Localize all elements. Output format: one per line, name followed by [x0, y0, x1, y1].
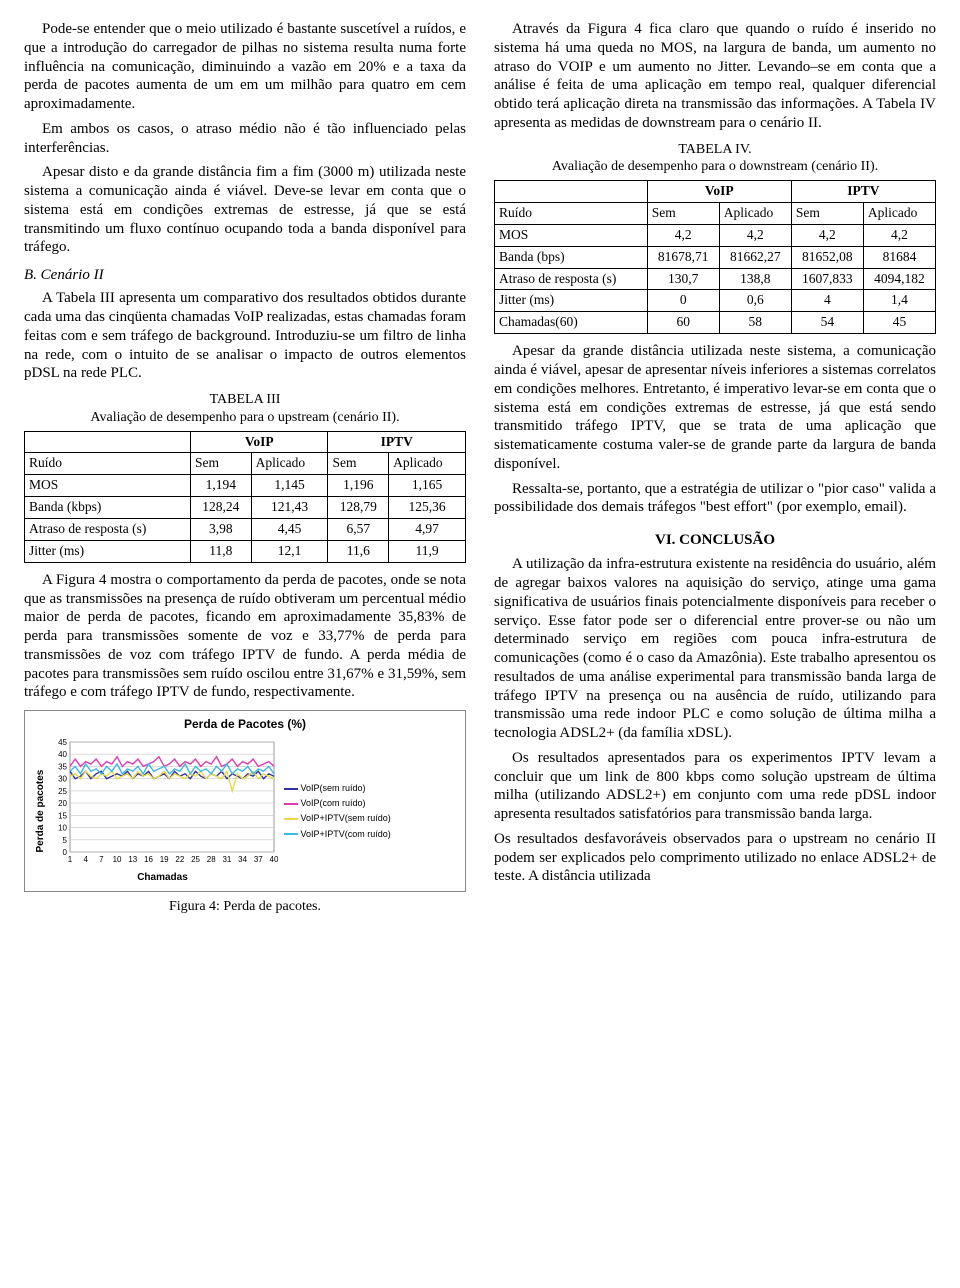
table-row: MOS 4,2 4,2 4,2 4,2	[495, 224, 936, 246]
table-row: Ruído Sem Aplicado Sem Aplicado	[25, 453, 466, 475]
svg-text:31: 31	[222, 855, 231, 864]
legend-item: VoIP(com ruído)	[284, 798, 391, 809]
legend-item: VoIP+IPTV(com ruído)	[284, 829, 391, 840]
table4-blank	[495, 181, 648, 203]
chart-plot-col: 0510152025303540451471013161922252831343…	[48, 738, 278, 885]
table3-h-apl2: Aplicado	[389, 453, 466, 475]
table4-h-sem: Sem	[647, 202, 719, 224]
chart-legend: VoIP(sem ruído) VoIP(com ruído) VoIP+IPTV(…	[278, 738, 391, 885]
svg-text:13: 13	[128, 855, 137, 864]
svg-text:20: 20	[58, 799, 67, 808]
para-right-5: Os resultados apresentados para os exper…	[494, 749, 936, 824]
table4-caption: TABELA IV. Avaliação de desempenho para …	[494, 141, 936, 176]
table3-h-sem: Sem	[191, 453, 252, 475]
legend-swatch	[284, 803, 298, 805]
table4-h-ruido: Ruído	[495, 202, 648, 224]
para-left-3: Apesar disto e da grande distância fim a…	[24, 163, 466, 257]
legend-swatch	[284, 833, 298, 835]
svg-text:10: 10	[58, 824, 67, 833]
table4: VoIP IPTV Ruído Sem Aplicado Sem Aplicad…	[494, 180, 936, 334]
table-row: MOS 1,194 1,145 1,196 1,165	[25, 475, 466, 497]
two-column-layout: Pode-se entender que o meio utilizado é …	[24, 20, 936, 915]
svg-text:25: 25	[191, 855, 200, 864]
para-left-1: Pode-se entender que o meio utilizado é …	[24, 20, 466, 114]
legend-label: VoIP+IPTV(com ruído)	[301, 829, 391, 840]
section-b-heading: B. Cenário II	[24, 266, 466, 285]
table3-h-ruido: Ruído	[25, 453, 191, 475]
table4-subtitle: Avaliação de desempenho para o downstrea…	[552, 159, 878, 174]
svg-text:1: 1	[67, 855, 72, 864]
svg-text:40: 40	[269, 855, 277, 864]
para-left-4: A Tabela III apresenta um comparativo do…	[24, 289, 466, 383]
table3-h-sem2: Sem	[328, 453, 389, 475]
svg-text:45: 45	[58, 738, 67, 747]
para-right-2: Apesar da grande distância utilizada nes…	[494, 342, 936, 473]
table3-group-iptv: IPTV	[328, 431, 466, 453]
legend-label: VoIP(com ruído)	[301, 798, 366, 809]
svg-text:40: 40	[58, 750, 67, 759]
table4-group-voip: VoIP	[647, 181, 791, 203]
chart-plot: 0510152025303540451471013161922252831343…	[48, 738, 278, 868]
legend-item: VoIP+IPTV(sem ruído)	[284, 813, 391, 824]
table-row: Banda (kbps) 128,24 121,43 128,79 125,36	[25, 497, 466, 519]
chart-ylabel: Perda de pacotes	[33, 738, 48, 885]
para-left-2: Em ambos os casos, o atraso médio não é …	[24, 120, 466, 158]
section-vi-heading: VI. CONCLUSÃO	[494, 531, 936, 550]
table4-h-sem2: Sem	[791, 202, 863, 224]
svg-text:10: 10	[112, 855, 121, 864]
table4-h-apl2: Aplicado	[863, 202, 935, 224]
table4-h-apl: Aplicado	[719, 202, 791, 224]
table4-group-iptv: IPTV	[791, 181, 935, 203]
table-row: Banda (bps) 81678,71 81662,27 81652,08 8…	[495, 246, 936, 268]
table-row: Jitter (ms) 0 0,6 4 1,4	[495, 290, 936, 312]
table-row: VoIP IPTV	[25, 431, 466, 453]
table-row: Atraso de resposta (s) 3,98 4,45 6,57 4,…	[25, 519, 466, 541]
svg-text:30: 30	[58, 775, 67, 784]
svg-text:15: 15	[58, 812, 67, 821]
svg-text:22: 22	[175, 855, 184, 864]
para-right-3: Ressalta-se, portanto, que a estratégia …	[494, 480, 936, 518]
table3-blank	[25, 431, 191, 453]
svg-text:34: 34	[238, 855, 247, 864]
table-row: VoIP IPTV	[495, 181, 936, 203]
table-row: Atraso de resposta (s) 130,7 138,8 1607,…	[495, 268, 936, 290]
svg-text:35: 35	[58, 763, 67, 772]
para-left-5: A Figura 4 mostra o comportamento da per…	[24, 571, 466, 702]
svg-text:37: 37	[253, 855, 262, 864]
right-column: Através da Figura 4 fica claro que quand…	[494, 20, 936, 915]
table4-title: TABELA IV.	[494, 141, 936, 159]
legend-swatch	[284, 818, 298, 820]
table-row: Chamadas(60) 60 58 54 45	[495, 312, 936, 334]
table3-caption: TABELA III Avaliação de desempenho para …	[24, 391, 466, 426]
svg-text:4: 4	[83, 855, 88, 864]
table3: VoIP IPTV Ruído Sem Aplicado Sem Aplicad…	[24, 431, 466, 563]
chart-title: Perda de Pacotes (%)	[33, 717, 457, 732]
svg-text:5: 5	[62, 836, 67, 845]
chart-body: Perda de pacotes 05101520253035404514710…	[33, 738, 457, 885]
chart-xlabel: Chamadas	[48, 868, 278, 885]
svg-text:19: 19	[159, 855, 168, 864]
left-column: Pode-se entender que o meio utilizado é …	[24, 20, 466, 915]
fig4-chart: Perda de Pacotes (%) Perda de pacotes 05…	[24, 710, 466, 892]
table3-subtitle: Avaliação de desempenho para o upstream …	[90, 410, 399, 425]
legend-label: VoIP(sem ruído)	[301, 783, 366, 794]
legend-label: VoIP+IPTV(sem ruído)	[301, 813, 391, 824]
para-right-4: A utilização da infra-estrutura existent…	[494, 555, 936, 743]
legend-item: VoIP(sem ruído)	[284, 783, 391, 794]
table-row: Jitter (ms) 11,8 12,1 11,6 11,9	[25, 540, 466, 562]
svg-text:7: 7	[99, 855, 104, 864]
legend-swatch	[284, 788, 298, 790]
svg-text:28: 28	[206, 855, 215, 864]
fig4-caption: Figura 4: Perda de pacotes.	[24, 898, 466, 916]
table3-title: TABELA III	[24, 391, 466, 409]
para-right-1: Através da Figura 4 fica claro que quand…	[494, 20, 936, 133]
svg-text:16: 16	[144, 855, 153, 864]
table-row: Ruído Sem Aplicado Sem Aplicado	[495, 202, 936, 224]
table3-h-apl: Aplicado	[251, 453, 328, 475]
svg-text:25: 25	[58, 787, 67, 796]
table3-group-voip: VoIP	[191, 431, 328, 453]
para-right-6: Os resultados desfavoráveis observados p…	[494, 830, 936, 886]
